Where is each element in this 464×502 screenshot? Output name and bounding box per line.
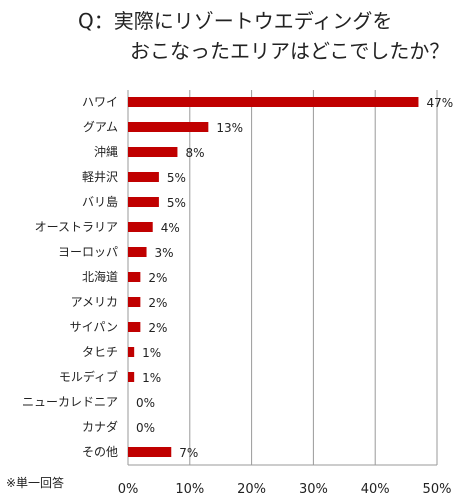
value-label: 2%: [148, 271, 167, 285]
category-label: モルディブ: [59, 369, 118, 384]
value-label: 7%: [179, 446, 198, 460]
bar-11: [128, 347, 135, 357]
category-label: ヨーロッパ: [58, 245, 118, 259]
x-tick-label: 20%: [237, 482, 266, 497]
bar-9: [128, 297, 141, 307]
value-label: 5%: [167, 196, 186, 210]
category-label: カナダ: [82, 419, 118, 434]
value-label: 8%: [185, 146, 204, 160]
chart-title-line2: おこなったエリアはどこでしたか？: [130, 39, 450, 63]
value-label: 1%: [142, 346, 161, 360]
value-label: 47%: [426, 96, 453, 110]
category-label: ニューカレドニア: [22, 395, 118, 409]
category-label: バリ島: [82, 194, 118, 209]
value-label: 3%: [155, 246, 174, 260]
x-tick-label: 40%: [361, 482, 390, 497]
bar-10: [128, 322, 141, 332]
x-tick-label: 30%: [299, 482, 328, 497]
bar-1: [128, 97, 419, 107]
bar-15: [128, 447, 172, 457]
value-label: 0%: [136, 421, 155, 435]
category-label: 北海道: [82, 269, 118, 284]
category-label: 軽井沢: [82, 170, 118, 184]
chart-title-line1: Q：実際にリゾートウエディングを: [78, 9, 393, 33]
footnote: ※単一回答: [6, 476, 65, 490]
category-label: グアム: [83, 120, 118, 134]
value-label: 1%: [142, 371, 161, 385]
bar-4: [128, 172, 159, 182]
category-label: 沖縄: [94, 144, 118, 159]
bar-8: [128, 272, 141, 282]
bar-2: [128, 122, 209, 132]
bar-5: [128, 197, 159, 207]
value-label: 2%: [148, 296, 167, 310]
category-label: その他: [82, 445, 118, 459]
category-label: アメリカ: [71, 295, 118, 309]
x-tick-label: 0%: [118, 482, 139, 497]
value-label: 4%: [161, 221, 180, 235]
bar-6: [128, 222, 153, 232]
bar-3: [128, 147, 178, 157]
x-tick-label: 50%: [423, 482, 452, 497]
category-label: オーストラリア: [35, 220, 118, 234]
x-tick-label: 10%: [175, 482, 204, 497]
bar-7: [128, 247, 147, 257]
value-label: 5%: [167, 171, 186, 185]
category-label: タヒチ: [82, 345, 118, 359]
category-label: ハワイ: [82, 95, 118, 109]
category-label: サイパン: [70, 320, 118, 334]
value-label: 0%: [136, 396, 155, 410]
value-label: 13%: [216, 121, 243, 135]
value-label: 2%: [148, 321, 167, 335]
bar-12: [128, 372, 135, 382]
